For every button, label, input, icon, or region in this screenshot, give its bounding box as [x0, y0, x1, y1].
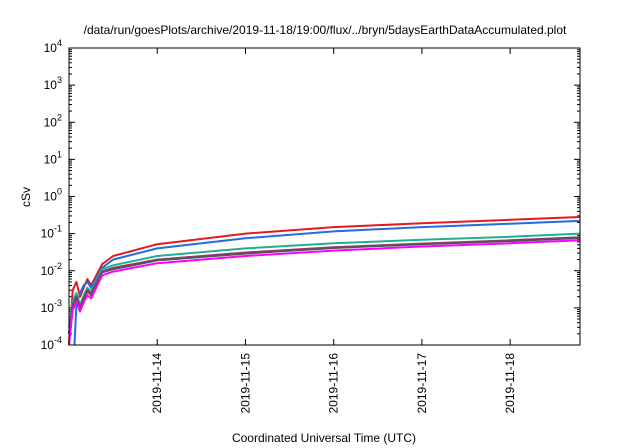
x-axis-ticks: 2019-11-14 2019-11-15 2019-11-16 2019-11-17… [150, 48, 517, 414]
y-axis-label: cSv [19, 187, 33, 207]
x-tick-label: 2019-11-16 [327, 353, 341, 414]
series-line-3 [68, 232, 581, 328]
x-axis-label: Coordinated Universal Time (UTC) [232, 431, 416, 445]
y-tick-label: 100 [44, 187, 62, 204]
y-tick-label: 104 [44, 38, 62, 55]
x-tick-label: 2019-11-15 [238, 353, 252, 414]
series-lines [68, 216, 581, 346]
series-line-6 [68, 239, 581, 346]
y-tick-label: 10-2 [41, 261, 62, 278]
x-tick-label: 2019-11-14 [150, 353, 164, 414]
y-tick-label: 103 [44, 75, 62, 92]
x-tick-label: 2019-11-17 [415, 353, 429, 414]
y-tick-label: 10-4 [41, 335, 62, 352]
y-tick-label: 101 [44, 149, 62, 166]
series-line-5 [68, 237, 581, 334]
series-line-2 [73, 219, 581, 346]
y-tick-label: 10-3 [41, 298, 62, 315]
x-tick-label: 2019-11-18 [503, 353, 517, 414]
y-axis-ticks: 10-4 10-3 10-2 10-1 100 101 102 103 104 [41, 38, 580, 352]
chart-title: /data/run/goesPlots/archive/2019-11-18/1… [84, 23, 567, 37]
y-tick-label: 102 [44, 112, 62, 129]
y-tick-label: 10-1 [41, 224, 62, 241]
plot-frame [68, 47, 581, 346]
series-line-1 [68, 216, 581, 346]
